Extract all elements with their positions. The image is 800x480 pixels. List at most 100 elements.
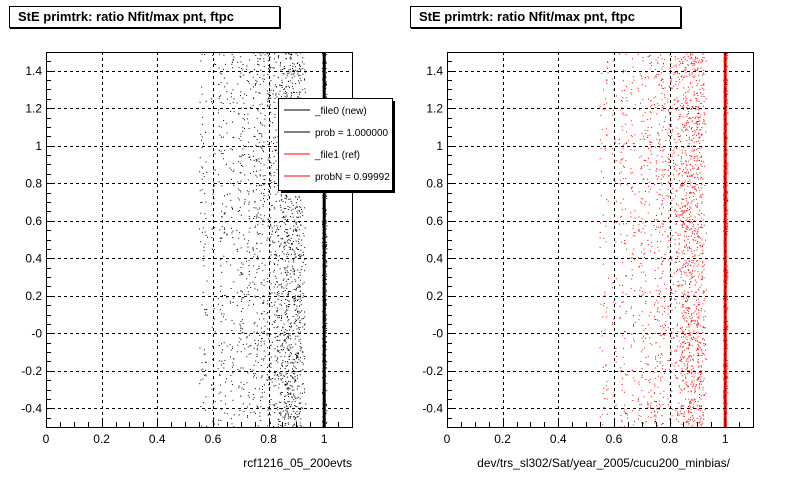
data-point bbox=[263, 295, 265, 297]
data-point bbox=[649, 291, 651, 293]
data-point bbox=[295, 355, 297, 357]
data-point bbox=[695, 164, 697, 166]
data-point bbox=[691, 228, 693, 230]
data-point bbox=[669, 54, 671, 56]
data-point bbox=[681, 326, 683, 328]
data-point bbox=[288, 359, 290, 360]
data-point bbox=[219, 309, 221, 311]
data-point bbox=[259, 104, 261, 106]
data-point bbox=[683, 341, 685, 343]
data-point bbox=[660, 405, 662, 407]
data-point bbox=[289, 247, 291, 249]
data-point bbox=[292, 316, 294, 317]
data-point bbox=[226, 91, 228, 93]
data-point bbox=[677, 378, 678, 380]
data-point bbox=[248, 82, 250, 84]
y-tick-label: 0.6 bbox=[25, 214, 42, 228]
data-point bbox=[673, 337, 675, 339]
data-point bbox=[679, 392, 681, 394]
data-point bbox=[257, 343, 259, 345]
data-point bbox=[632, 235, 634, 237]
data-point bbox=[266, 104, 268, 106]
data-point bbox=[292, 333, 294, 335]
data-point bbox=[325, 76, 327, 78]
data-point bbox=[692, 186, 694, 188]
data-point bbox=[274, 241, 276, 243]
data-point bbox=[613, 81, 615, 83]
data-point bbox=[697, 83, 699, 85]
data-point bbox=[240, 311, 242, 313]
data-point bbox=[696, 260, 698, 262]
data-point bbox=[283, 246, 285, 248]
data-point bbox=[726, 93, 728, 95]
data-point bbox=[647, 127, 649, 129]
data-point bbox=[678, 139, 680, 141]
data-point bbox=[698, 289, 699, 291]
data-point bbox=[689, 352, 691, 354]
data-point bbox=[662, 365, 664, 367]
data-point bbox=[661, 313, 663, 315]
data-point bbox=[661, 277, 663, 279]
data-point bbox=[686, 339, 688, 340]
data-point bbox=[249, 59, 251, 61]
data-point bbox=[242, 69, 244, 71]
data-point bbox=[257, 361, 259, 363]
data-point bbox=[643, 396, 645, 398]
data-point bbox=[298, 209, 300, 211]
data-point bbox=[274, 222, 276, 224]
data-point bbox=[325, 404, 327, 405]
data-point bbox=[292, 393, 294, 395]
data-point bbox=[296, 388, 298, 390]
data-point bbox=[621, 421, 623, 423]
data-point bbox=[296, 206, 298, 208]
data-point bbox=[626, 143, 628, 145]
data-point bbox=[297, 212, 299, 214]
data-point bbox=[661, 72, 663, 74]
data-point bbox=[701, 160, 703, 162]
data-point bbox=[684, 180, 686, 182]
data-point bbox=[259, 415, 261, 417]
data-point bbox=[658, 105, 660, 107]
data-point bbox=[690, 248, 692, 250]
data-point bbox=[204, 54, 205, 56]
data-point bbox=[267, 366, 268, 368]
data-point bbox=[660, 241, 662, 243]
data-point bbox=[634, 235, 636, 237]
data-point bbox=[676, 335, 678, 337]
data-point bbox=[288, 392, 290, 394]
data-point bbox=[269, 104, 271, 106]
data-point bbox=[605, 241, 607, 243]
data-point bbox=[297, 385, 299, 387]
data-point bbox=[702, 412, 704, 414]
data-point bbox=[658, 134, 660, 136]
data-point bbox=[662, 396, 664, 398]
data-point bbox=[325, 324, 327, 326]
data-point bbox=[299, 346, 301, 348]
data-point bbox=[690, 332, 692, 333]
data-point bbox=[625, 310, 627, 312]
data-point bbox=[254, 84, 256, 86]
data-point bbox=[281, 315, 282, 317]
data-point bbox=[286, 274, 288, 276]
data-point bbox=[690, 83, 692, 85]
data-point bbox=[287, 293, 289, 295]
data-point bbox=[630, 92, 632, 94]
data-point bbox=[726, 193, 728, 195]
data-point bbox=[257, 208, 259, 210]
data-point bbox=[261, 302, 263, 304]
data-point bbox=[679, 105, 681, 107]
data-point bbox=[642, 178, 644, 180]
data-point bbox=[220, 384, 221, 386]
data-point bbox=[277, 235, 279, 237]
data-point bbox=[634, 210, 636, 212]
data-point bbox=[280, 394, 282, 396]
data-point bbox=[663, 149, 665, 151]
data-point bbox=[704, 316, 706, 317]
data-point bbox=[253, 265, 255, 267]
data-point bbox=[288, 401, 290, 403]
data-point bbox=[241, 273, 243, 275]
data-point bbox=[226, 98, 228, 100]
data-point bbox=[244, 198, 246, 200]
data-point bbox=[671, 128, 673, 130]
data-point bbox=[697, 271, 699, 273]
